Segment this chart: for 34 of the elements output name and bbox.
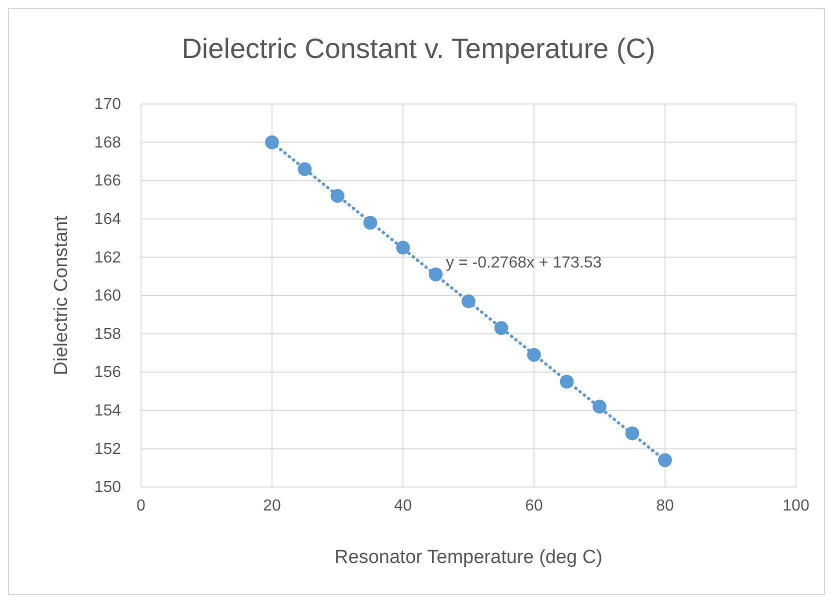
y-tick-label: 164 [94,211,122,228]
point [527,348,541,362]
y-tick-label: 152 [94,440,122,458]
y-tick-label: 162 [94,249,122,266]
point [658,453,672,468]
point [428,268,443,282]
y-tick-label: 168 [94,134,122,152]
point [625,426,640,440]
point [560,374,574,389]
y-tick-label: 150 [94,479,122,496]
x-tick-label: 40 [394,497,412,514]
y-tick-label: 160 [94,288,122,305]
x-tick-label: 100 [782,497,810,514]
x-axis-title: Resonator Temperature (deg C) [334,547,602,568]
point [462,294,476,308]
point [330,189,344,203]
point [592,400,606,414]
y-tick-label: 166 [94,172,122,190]
x-tick-label: 0 [136,497,146,514]
point [265,135,279,150]
chart-title: Dielectric Constant v. Temperature (C) [182,33,656,64]
point [494,321,508,335]
x-tick-label: 60 [525,497,543,514]
y-tick-label: 158 [94,326,122,343]
point [363,216,378,230]
point [298,162,312,176]
y-axis-title: Dielectric Constant [51,215,72,376]
y-tick-label: 154 [94,402,122,420]
y-tick-label: 170 [94,96,122,114]
annotation: y = -0.2768x + 173.53 [446,254,602,272]
point [396,240,410,255]
x-tick-label: 80 [656,497,674,514]
x-tick-label: 20 [263,497,281,514]
y-tick-label: 156 [94,364,122,382]
